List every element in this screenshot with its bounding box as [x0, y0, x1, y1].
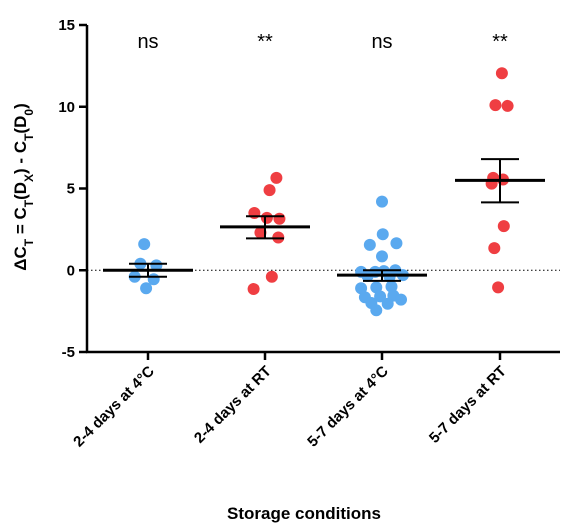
data-point	[363, 238, 376, 251]
data-point	[376, 228, 389, 241]
data-point	[497, 220, 510, 233]
x-category-label: 5-7 days at RT	[426, 363, 510, 447]
x-category-label: 2-4 days at RT	[191, 363, 275, 447]
data-point	[254, 226, 267, 239]
group-3	[337, 195, 427, 317]
data-point	[150, 259, 163, 272]
y-title-x: X	[22, 174, 36, 182]
axes: -5 0 5 10 15 2-4 days at 4°C 2-4 days at RT 5-7…	[58, 17, 560, 450]
data-point	[395, 293, 407, 306]
data-point	[501, 99, 514, 112]
data-point	[273, 212, 286, 225]
y-axis-title: ΔCT = CT(DX) - CT(D0)	[11, 103, 36, 271]
significance-label: ns	[371, 31, 392, 53]
data-point	[376, 250, 388, 263]
y-tick-label: 10	[58, 99, 75, 116]
y-tick-label: 15	[58, 17, 75, 34]
group-2	[220, 171, 310, 296]
data-point	[355, 282, 368, 295]
data-point	[376, 195, 388, 208]
data-point	[385, 280, 398, 293]
y-title-d0-open: (D	[11, 116, 30, 134]
data-point	[270, 171, 283, 184]
y-title-dx-open: (D	[11, 182, 30, 200]
y-title-t2: T	[22, 199, 36, 207]
significance-label: **	[492, 31, 508, 53]
data-point	[495, 67, 508, 80]
y-title-delta: Δ	[11, 259, 30, 271]
y-title-t1: T	[22, 238, 36, 246]
data-point	[140, 282, 153, 295]
data-point	[260, 211, 273, 224]
y-title-eq: = C	[11, 207, 30, 239]
data-point	[381, 297, 394, 310]
significance-label: **	[257, 31, 273, 53]
group-4	[455, 67, 545, 294]
data-point	[492, 281, 505, 294]
x-category-label: 2-4 days at 4°C	[70, 363, 158, 451]
y-title-t3: T	[22, 133, 36, 141]
x-category-label: 5-7 days at 4°C	[304, 363, 392, 451]
y-title-d0-close: )	[11, 103, 30, 109]
plot-area: ns ** ns **	[87, 31, 560, 317]
data-point	[489, 99, 502, 112]
data-point	[390, 237, 403, 250]
data-point	[370, 304, 383, 317]
significance-label: ns	[137, 31, 158, 53]
group-1	[103, 238, 193, 295]
data-point	[488, 242, 501, 255]
y-tick-label: 5	[67, 181, 75, 198]
data-point	[138, 238, 151, 251]
y-title-zero: 0	[22, 109, 36, 116]
y-tick-label: 0	[67, 262, 75, 279]
data-point	[370, 281, 383, 294]
data-point	[265, 270, 278, 283]
y-tick-label: -5	[62, 344, 75, 361]
x-axis-title: Storage conditions	[227, 504, 381, 523]
data-point	[374, 290, 387, 303]
y-title-c1: C	[11, 246, 30, 258]
y-title-dx-close: ) - C	[11, 141, 30, 174]
data-point	[247, 283, 260, 296]
data-point	[263, 184, 276, 197]
